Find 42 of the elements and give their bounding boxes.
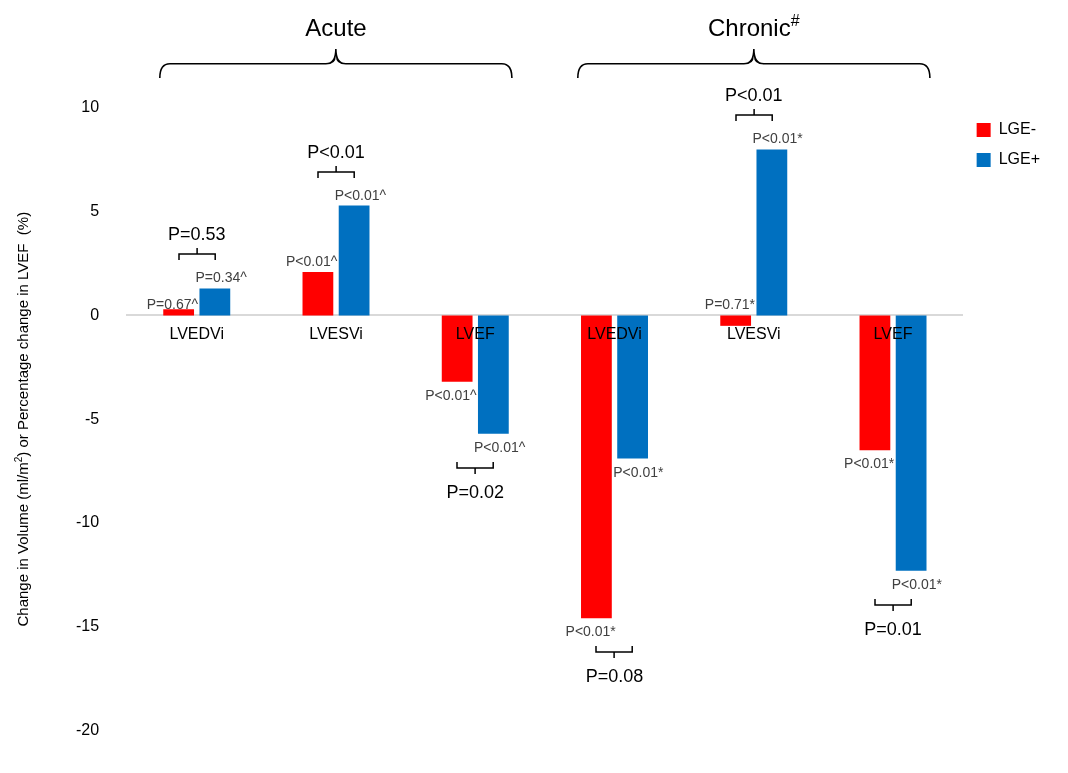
x-tick-label: LVEF [873,325,913,343]
bar [756,149,788,316]
annotation: P=0.02 [446,481,505,502]
annotation: P=0.67^ [146,296,199,313]
bar [163,309,195,316]
legend-label: LGE+ [998,150,1040,168]
x-tick-label: LVEDVi [169,325,225,343]
x-tick-label: LVESVi [726,325,781,343]
y-tick-label: -10 [76,513,100,531]
text: Acute [305,14,367,41]
annotation: P<0.01* [565,623,617,640]
annotation: P=0.34^ [195,269,248,286]
text: Chronic# [707,12,800,41]
x-tick-label: LVEF [455,325,495,343]
annotation: P<0.01* [844,455,895,472]
y-tick-label: 5 [90,202,100,220]
x-tick-label: LVESVi [309,325,363,343]
annotation: P<0.01^ [473,438,526,455]
annotation: P<0.01^ [425,386,477,403]
bar [302,271,334,316]
bar [720,315,752,326]
annotation: P=0.53 [167,224,226,245]
annotation: P<0.01* [891,575,943,592]
y-axis-title: Change in Volume (ml/m2) or Percentage change in LVEF (%) [13,211,31,627]
annotation: P<0.01* [752,130,804,147]
y-tick-label: -15 [76,617,100,635]
annotation: P=0.01 [864,618,922,639]
y-tick-label: -5 [84,409,100,427]
annotation: P<0.01* [613,463,664,480]
y-tick-label: 0 [90,305,100,323]
text: P<0.01 [724,85,783,106]
annotation: P<0.01^ [334,186,387,203]
annotation: P<0.01^ [285,252,338,269]
bar [199,288,231,316]
bar [338,205,370,316]
annotation: P=0.71* [704,296,756,313]
annotation: P=0.08 [585,666,644,687]
x-tick-label: LVEDVi [587,325,642,343]
y-tick-label: -20 [76,720,100,738]
annotation: P<0.01 [307,141,365,162]
legend-label: LGE- [998,120,1036,138]
y-tick-label: 10 [81,98,100,116]
